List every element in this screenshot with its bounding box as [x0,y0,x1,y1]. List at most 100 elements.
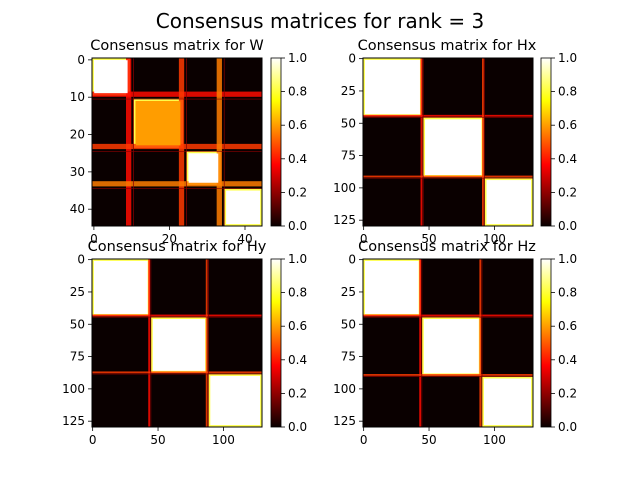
heatmap-mixed-column [420,58,423,226]
x-tick-label: 100 [212,433,235,447]
colorbar-tick-label: 0.0 [558,420,577,434]
x-tick-label: 20 [162,232,177,246]
heatmap-cluster-core [135,101,181,146]
y-tick-label: 40 [70,202,85,216]
heatmap-area [362,57,534,227]
colorbar-tick-label: 1.0 [288,252,307,266]
heatmap-mixed-row [92,181,262,187]
axis-ticks: 0 50 100 0 25 50 75 100 125 [333,52,506,246]
colorbar-tick-label: 0.4 [558,152,577,166]
heatmap-mixed-row [363,314,533,317]
heatmap-area [362,258,534,428]
heatmap-mixed-column [178,58,185,226]
colorbar [270,258,282,428]
axes-frame [91,57,263,227]
heatmap-mixed-row [92,91,262,97]
heatmap-cluster-core [486,180,531,224]
x-tick-label: 100 [483,232,506,246]
axis-ticks: 0 50 100 0 25 50 75 100 125 [62,253,235,447]
colorbar-tick-label: 0.2 [288,386,307,400]
heatmap-mixed-column [419,259,422,427]
heatmap-mixed-column [148,259,151,427]
heatmap-mixed-row [363,374,533,376]
heatmap-cluster-core [226,190,260,224]
colorbar [540,258,552,428]
heatmap-mixed-row [363,175,533,178]
y-tick-label: 100 [333,181,356,195]
axes-frame [91,258,263,428]
x-tick-label: 0 [360,433,368,447]
colorbar-tick-label: 0.0 [558,219,577,233]
y-tick-label: 10 [70,90,85,104]
heatmap-cluster-core [188,153,219,183]
colorbar-ticks: 0.0 0.2 0.4 0.6 0.8 1.0 [281,51,307,233]
y-tick-label: 25 [341,285,356,299]
heatmap-cluster-core [210,376,260,425]
y-tick-label: 100 [333,382,356,396]
panel-hy: Consensus matrix for Hy 0 50 100 0 25 50 75 100… [62,239,307,447]
colorbar-tick-label: 0.2 [288,185,307,199]
colorbar-tick-label: 0.4 [558,353,577,367]
colorbar-tick-label: 0.0 [288,219,307,233]
y-tick-label: 125 [62,414,85,428]
colorbar-tick-label: 0.4 [288,353,307,367]
heatmap-mixed-row [92,143,262,150]
colorbar-tick-label: 0.8 [288,286,307,300]
panel-hz: Consensus matrix for Hz 0 50 100 0 25 50 75 100… [333,239,577,447]
heatmap-cluster-core [425,119,482,175]
panel-title: Consensus matrix for Hz [358,239,536,255]
colorbar-tick-label: 0.6 [558,118,577,132]
colorbar-tick-label: 0.6 [558,319,577,333]
y-tick-label: 75 [341,350,356,364]
y-tick-label: 0 [77,53,85,67]
x-tick-label: 0 [90,232,98,246]
colorbar-ticks: 0.0 0.2 0.4 0.6 0.8 1.0 [551,252,577,434]
y-tick-label: 75 [70,350,85,364]
y-tick-label: 100 [62,382,85,396]
heatmap-mixed-column [216,58,222,226]
y-tick-label: 0 [77,253,85,267]
x-tick-label: 50 [421,433,436,447]
colorbar-tick-label: 0.0 [288,420,307,434]
y-tick-label: 50 [341,317,356,331]
panel-title: Consensus matrix for Hx [358,38,537,54]
heatmap-cluster-rim [484,177,534,227]
x-tick-label: 50 [150,433,165,447]
y-tick-label: 30 [70,165,85,179]
axes-frame [362,258,534,428]
heatmap-mixed-column [479,259,482,427]
heatmap-cluster-core [94,60,128,94]
heatmap-mixed-column [205,259,208,427]
heatmap-mixed-column [126,58,132,226]
colorbar-tick-label: 0.8 [558,286,577,300]
heatmap-cluster-core [94,261,148,314]
colorbar [270,57,282,227]
heatmap-cluster-core [365,60,420,114]
heatmap-mixed-column [482,58,484,226]
heatmap-cluster-rim [223,188,263,227]
heatmap-mixed-row [363,114,533,117]
x-tick-label: 40 [237,232,252,246]
colorbar-tick-label: 0.4 [288,152,307,166]
heatmap-cluster-core [365,261,419,314]
heatmap-mixed-row [92,371,262,374]
heatmap-area [91,57,263,227]
heatmap-cluster-core [484,378,531,425]
y-tick-label: 20 [70,128,85,142]
colorbar-tick-label: 0.2 [558,386,577,400]
panel-hx: Consensus matrix for Hx 0 50 100 0 25 50 75 100… [333,38,577,246]
colorbar-tick-label: 0.6 [288,319,307,333]
figure-suptitle: Consensus matrices for rank = 3 [156,9,484,33]
panel-w: Consensus matrix for W 0 20 40 0 10 20 30 40 0.… [70,38,307,246]
y-tick-label: 25 [70,285,85,299]
heatmap-cluster-rim [481,376,534,428]
colorbar-ticks: 0.0 0.2 0.4 0.6 0.8 1.0 [551,51,577,233]
panel-title: Consensus matrix for Hy [88,239,267,255]
colorbar-tick-label: 1.0 [558,51,577,65]
colorbar-tick-label: 0.2 [558,185,577,199]
y-tick-label: 0 [348,52,356,66]
panel-title: Consensus matrix for W [90,38,264,54]
colorbar-tick-label: 0.8 [558,85,577,99]
y-tick-label: 50 [341,116,356,130]
